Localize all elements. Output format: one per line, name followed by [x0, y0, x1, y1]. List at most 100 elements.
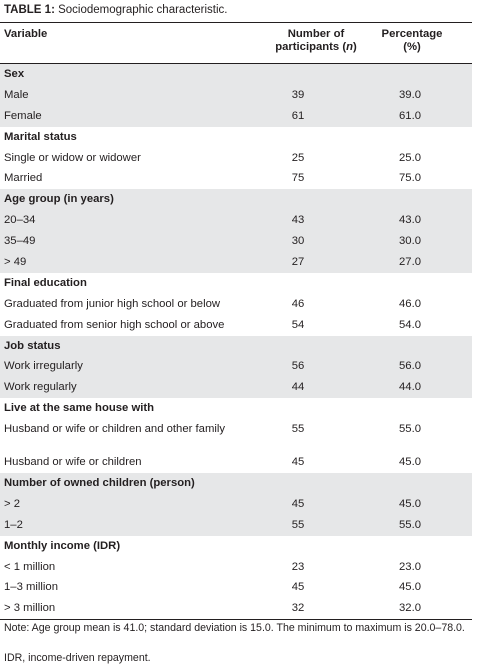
row-label: > 2 [4, 497, 21, 510]
row-participants: 75 [291, 172, 305, 185]
row-participants: 45 [291, 497, 305, 510]
row-percentage: 45.0 [399, 456, 421, 469]
row-participants: 61 [291, 109, 305, 122]
row-label: Work regularly [4, 381, 77, 394]
table-group-row: Sex [0, 64, 472, 85]
row-percentage: 25.0 [399, 151, 421, 164]
row-participants: 56 [291, 360, 305, 373]
column-header-participants: Number of participants (n) [275, 28, 357, 53]
row-percentage: 55.0 [399, 423, 421, 436]
table-row: 1–2 55 55.0 [0, 514, 472, 536]
table-row: 35–49 30 30.0 [0, 231, 472, 253]
table-row: Female 61 61.0 [0, 105, 472, 127]
row-percentage: 54.0 [399, 318, 421, 331]
row-participants: 23 [291, 560, 305, 573]
table-group-row: Monthly income (IDR) [0, 536, 472, 557]
row-participants: 45 [291, 456, 305, 469]
table-row: Single or widow or widower 25 25.0 [0, 148, 472, 169]
row-percentage: 45.0 [399, 497, 421, 510]
table-caption: TABLE 1: Sociodemographic characteristic… [4, 4, 228, 16]
row-participants: 44 [291, 381, 305, 394]
row-label: 1–3 million [4, 581, 59, 594]
row-label: Work irregularly [4, 360, 83, 373]
row-participants: 39 [291, 88, 305, 101]
row-percentage: 75.0 [399, 172, 421, 185]
row-percentage: 56.0 [399, 360, 421, 373]
row-label: Marital status [4, 130, 77, 143]
row-label: < 1 million [4, 560, 56, 573]
table-row: < 1 million 23 23.0 [0, 557, 472, 578]
table-row: 20–34 43 43.0 [0, 210, 472, 232]
row-label: Graduated from junior high school or bel… [4, 297, 221, 310]
row-participants: 55 [291, 518, 305, 531]
row-participants: 43 [291, 214, 305, 227]
row-label: Final education [4, 276, 87, 289]
row-participants: 54 [291, 318, 305, 331]
table-row: Male 39 39.0 [0, 84, 472, 106]
table-row: Married 75 75.0 [0, 168, 472, 189]
row-percentage: 61.0 [399, 109, 421, 122]
row-label: Monthly income (IDR) [4, 539, 121, 552]
row-percentage: 27.0 [399, 256, 421, 269]
table-row: > 49 27 27.0 [0, 252, 472, 273]
row-label: 35–49 [4, 235, 36, 248]
row-percentage: 39.0 [399, 88, 421, 101]
row-label: > 49 [4, 256, 27, 269]
row-percentage: 30.0 [399, 235, 421, 248]
row-label: Age group (in years) [4, 193, 114, 206]
column-header-variable: Variable [4, 28, 48, 40]
row-label: Number of owned children (person) [4, 477, 195, 490]
row-percentage: 23.0 [399, 560, 421, 573]
table-group-row: Final education [0, 273, 472, 294]
table-group-row: Number of owned children (person) [0, 473, 472, 494]
row-label: Husband or wife or children [4, 456, 142, 469]
table-row: Husband or wife or children and other fa… [0, 419, 472, 452]
row-percentage: 55.0 [399, 518, 421, 531]
row-participants: 55 [291, 423, 305, 436]
table-caption-text: Sociodemographic characteristic. [58, 4, 228, 16]
row-participants: 27 [291, 256, 305, 269]
table-row: > 3 million 32 32.0 [0, 598, 472, 619]
row-label: Job status [4, 339, 61, 352]
sociodemographic-table: Variable Number of participants (n) Perce… [0, 22, 472, 621]
row-label: Married [4, 172, 43, 185]
row-label: Graduated from senior high school or abo… [4, 318, 225, 331]
table-abbreviation-note: IDR, income-driven repayment. [4, 652, 151, 664]
table-note: Note: Age group mean is 41.0; standard d… [4, 622, 465, 634]
row-label: 1–2 [4, 518, 23, 531]
table-group-row: Job status [0, 335, 472, 357]
table-row: Work regularly 44 44.0 [0, 377, 472, 399]
row-label: Husband or wife or children and other fa… [4, 423, 226, 436]
row-label: Single or widow or widower [4, 151, 141, 164]
row-label: Female [4, 109, 42, 122]
row-participants: 45 [291, 581, 305, 594]
table-group-row: Age group (in years) [0, 189, 472, 211]
row-percentage: 43.0 [399, 214, 421, 227]
row-percentage: 44.0 [399, 381, 421, 394]
row-label: Live at the same house with [4, 402, 155, 415]
table-row: > 2 45 45.0 [0, 493, 472, 515]
table-caption-label: TABLE 1: [4, 4, 55, 16]
row-label: > 3 million [4, 602, 56, 615]
row-label: Sex [4, 68, 25, 80]
table-row: 1–3 million 45 45.0 [0, 577, 472, 598]
row-participants: 32 [291, 602, 305, 615]
row-label: 20–34 [4, 214, 36, 227]
row-percentage: 32.0 [399, 602, 421, 615]
row-label: Male [4, 88, 29, 101]
row-participants: 25 [291, 151, 305, 164]
row-percentage: 45.0 [399, 581, 421, 594]
table-row: Graduated from senior high school or abo… [0, 315, 472, 336]
table-row: Husband or wife or children 45 45.0 [0, 452, 472, 473]
table-group-row: Marital status [0, 127, 472, 148]
table-group-row: Live at the same house with [0, 398, 472, 419]
row-participants: 46 [291, 297, 305, 310]
table-row: Graduated from junior high school or bel… [0, 294, 472, 315]
table-body: Sex Male 39 39.0 Female 61 61.0 Marital status S… [0, 64, 472, 619]
table-header-row: Variable Number of participants (n) Perce… [0, 23, 472, 64]
row-participants: 30 [291, 235, 305, 248]
row-percentage: 46.0 [399, 297, 421, 310]
column-header-percentage: Percentage (%) [381, 28, 443, 53]
table-row: Work irregularly 56 56.0 [0, 356, 472, 378]
